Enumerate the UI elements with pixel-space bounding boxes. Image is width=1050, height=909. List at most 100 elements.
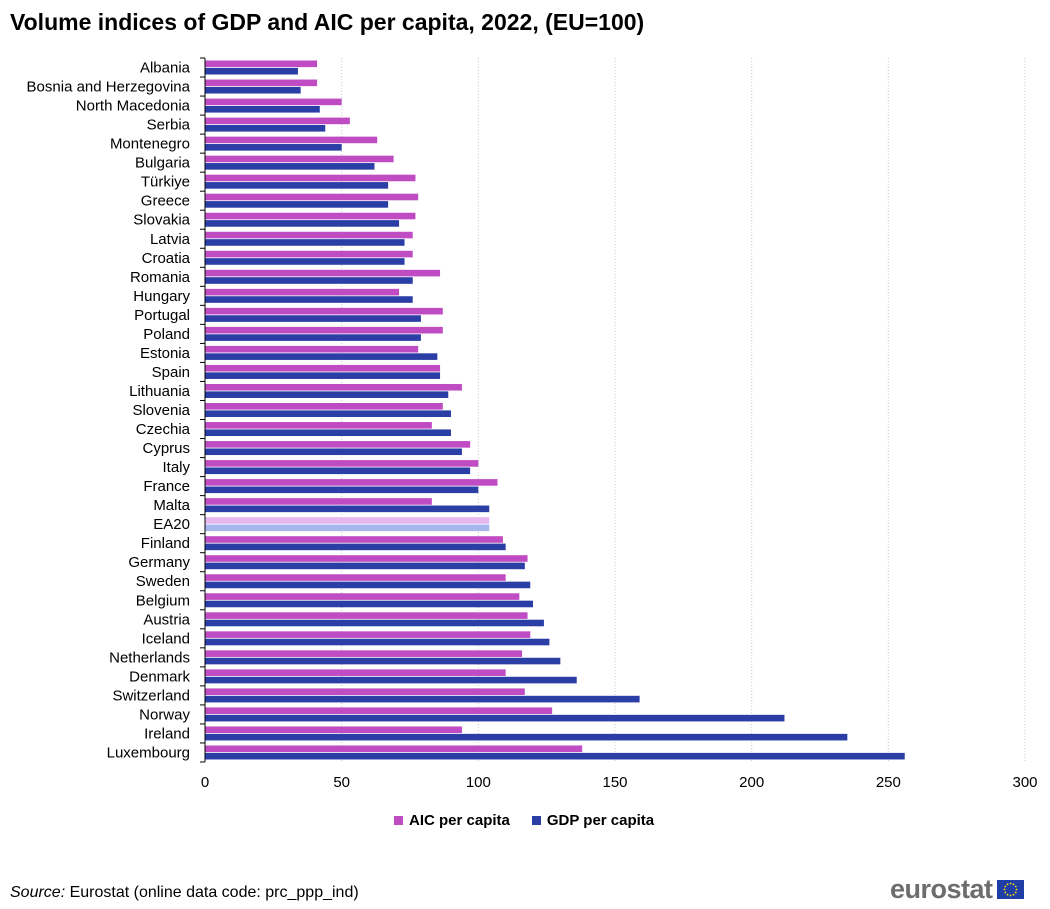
bar-gdp: [205, 258, 405, 265]
category-label: Germany: [128, 554, 190, 571]
category-label: Netherlands: [109, 649, 190, 666]
flag-star: [1003, 885, 1006, 888]
bar-gdp: [205, 429, 451, 437]
bar-gdp: [205, 714, 785, 722]
legend-item-gdp: GDP per capita: [531, 812, 655, 829]
category-label: EA20: [153, 516, 190, 533]
category-label: Lithuania: [129, 383, 191, 400]
x-tick-label: 150: [602, 774, 627, 791]
category-label: Bulgaria: [135, 155, 191, 172]
category-label: Belgium: [136, 592, 190, 609]
bar-gdp: [205, 676, 577, 684]
gdp-swatch: [531, 816, 541, 825]
source-note: Source: Eurostat (online data code: prc_…: [10, 884, 359, 902]
bar-aic: [205, 155, 394, 163]
category-label: France: [143, 478, 190, 495]
category-label: Iceland: [142, 630, 190, 647]
bar-aic: [205, 422, 432, 429]
bar-aic: [205, 269, 441, 277]
bar-gdp: [205, 124, 326, 132]
bar-aic: [205, 441, 471, 448]
bar-aic: [205, 650, 523, 657]
category-label: Switzerland: [112, 687, 190, 704]
source-text: Eurostat (online data code: prc_ppp_ind): [65, 884, 359, 901]
bar-aic: [205, 117, 350, 125]
flag-star: [1014, 891, 1017, 894]
chart-title: Volume indices of GDP and AIC per capita…: [10, 9, 645, 35]
category-label: Bosnia and Herzegovina: [27, 79, 191, 96]
bar-aic: [205, 517, 490, 524]
bar-chart: Albania Bosnia and Herzegovina North Maced…: [27, 57, 1038, 791]
category-label: Poland: [143, 326, 190, 343]
bar-aic: [205, 383, 462, 391]
flag-star: [1012, 893, 1014, 896]
bar-aic: [205, 193, 419, 201]
category-label: Türkiye: [141, 174, 190, 191]
bar-gdp: [205, 638, 550, 646]
eu-flag-icon: [996, 880, 1024, 899]
source-label: Source:: [10, 884, 66, 901]
bar-gdp: [205, 410, 451, 417]
category-label: Ireland: [144, 725, 190, 742]
bar-gdp: [205, 581, 531, 589]
bar-aic: [205, 669, 506, 676]
category-label: Greece: [141, 193, 190, 210]
bar-gdp: [205, 467, 471, 475]
bar-aic: [205, 593, 520, 600]
bar-gdp: [205, 372, 441, 379]
bar-aic: [205, 326, 443, 334]
category-label: Portugal: [134, 307, 190, 324]
x-tick-label: 250: [876, 774, 901, 791]
bar-aic: [205, 460, 479, 467]
category-label: Montenegro: [110, 136, 190, 153]
flag-star: [1015, 888, 1017, 891]
bar-aic: [205, 79, 318, 87]
category-label: Czechia: [136, 421, 191, 438]
bar-aic: [205, 536, 503, 543]
category-label: Austria: [143, 611, 190, 628]
flag-star: [1014, 885, 1017, 888]
category-label: Latvia: [150, 231, 191, 248]
bar-gdp: [205, 486, 479, 494]
bar-aic: [205, 231, 413, 239]
category-label: Cyprus: [142, 440, 190, 457]
bar-aic: [205, 745, 583, 753]
bar-aic: [205, 250, 413, 258]
bar-gdp: [205, 353, 438, 360]
bar-aic: [205, 726, 462, 734]
flag-star: [1003, 891, 1006, 894]
flag-star: [1009, 894, 1011, 897]
category-label: Denmark: [129, 668, 190, 685]
category-labels: Albania Bosnia and Herzegovina North Maced…: [27, 60, 191, 762]
bar-aic: [205, 364, 441, 372]
legend-item-aic: AIC per capita: [394, 812, 510, 829]
bars: [205, 60, 905, 760]
bar-aic: [205, 574, 506, 581]
bar-aic: [205, 479, 498, 486]
bar-gdp: [205, 296, 413, 303]
bar-gdp: [205, 543, 506, 551]
category-label: Spain: [152, 364, 190, 381]
category-label: Albania: [140, 60, 191, 77]
bar-aic: [205, 212, 416, 220]
bar-aic: [205, 136, 378, 144]
aic-swatch: [394, 816, 403, 825]
legend-label-aic: AIC per capita: [409, 812, 510, 829]
flag-star: [1006, 883, 1008, 886]
bar-aic: [205, 707, 553, 715]
category-label: North Macedonia: [76, 98, 191, 115]
x-tick-label: 100: [466, 774, 491, 791]
bar-gdp: [205, 86, 301, 94]
flag-star: [1012, 883, 1014, 886]
bar-aic: [205, 345, 419, 353]
bar-gdp: [205, 619, 544, 627]
bar-aic: [205, 631, 531, 638]
x-tick-label: 200: [739, 774, 764, 791]
legend-label-gdp: GDP per capita: [546, 812, 655, 829]
logo-text: eurostat: [890, 874, 993, 904]
flag-star: [1003, 888, 1005, 891]
bar-aic: [205, 555, 528, 562]
bar-gdp: [205, 657, 561, 665]
bar-gdp: [205, 733, 848, 741]
category-label: Sweden: [136, 573, 190, 590]
